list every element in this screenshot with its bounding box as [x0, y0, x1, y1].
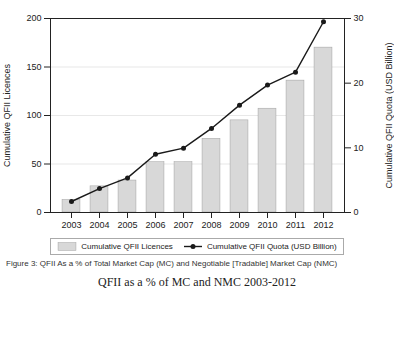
- html-text:Figure 3: QFII As a % of Total: Figure 3: QFII As a % of Total Market Ca…: [6, 259, 338, 268]
- svg-text:50: 50: [31, 159, 41, 169]
- svg-text:2010: 2010: [257, 220, 277, 230]
- svg-text:2011: 2011: [286, 220, 305, 230]
- svg-text:2012: 2012: [313, 220, 333, 230]
- svg-text:0: 0: [36, 207, 41, 217]
- svg-text:150: 150: [26, 62, 41, 72]
- svg-text:0: 0: [354, 207, 359, 217]
- html-text:Cumulative QFII Quota (USD Bil: Cumulative QFII Quota (USD Billion): [206, 242, 337, 251]
- svg-text:2003: 2003: [61, 220, 81, 230]
- svg-text:20: 20: [354, 78, 364, 88]
- svg-text:10: 10: [354, 143, 364, 153]
- svg-text:2008: 2008: [201, 220, 221, 230]
- svg-text:Cumulative QFII Quota (USD Bil: Cumulative QFII Quota (USD Billion): [384, 42, 394, 188]
- svg-text:200: 200: [26, 13, 41, 23]
- svg-text:Cumulative QFII Licences: Cumulative QFII Licences: [2, 63, 12, 167]
- svg-text:2006: 2006: [145, 220, 165, 230]
- svg-text:2005: 2005: [117, 220, 137, 230]
- svg-text:2009: 2009: [229, 220, 249, 230]
- svg-text:2004: 2004: [89, 220, 109, 230]
- html-text:Cumulative QFII Licences: Cumulative QFII Licences: [81, 242, 173, 251]
- svg-text:2007: 2007: [173, 220, 193, 230]
- svg-text:100: 100: [26, 110, 41, 120]
- html-text:QFII as a % of MC and NMC 2003: QFII as a % of MC and NMC 2003-2012: [98, 275, 296, 289]
- svg-text:30: 30: [354, 13, 364, 23]
